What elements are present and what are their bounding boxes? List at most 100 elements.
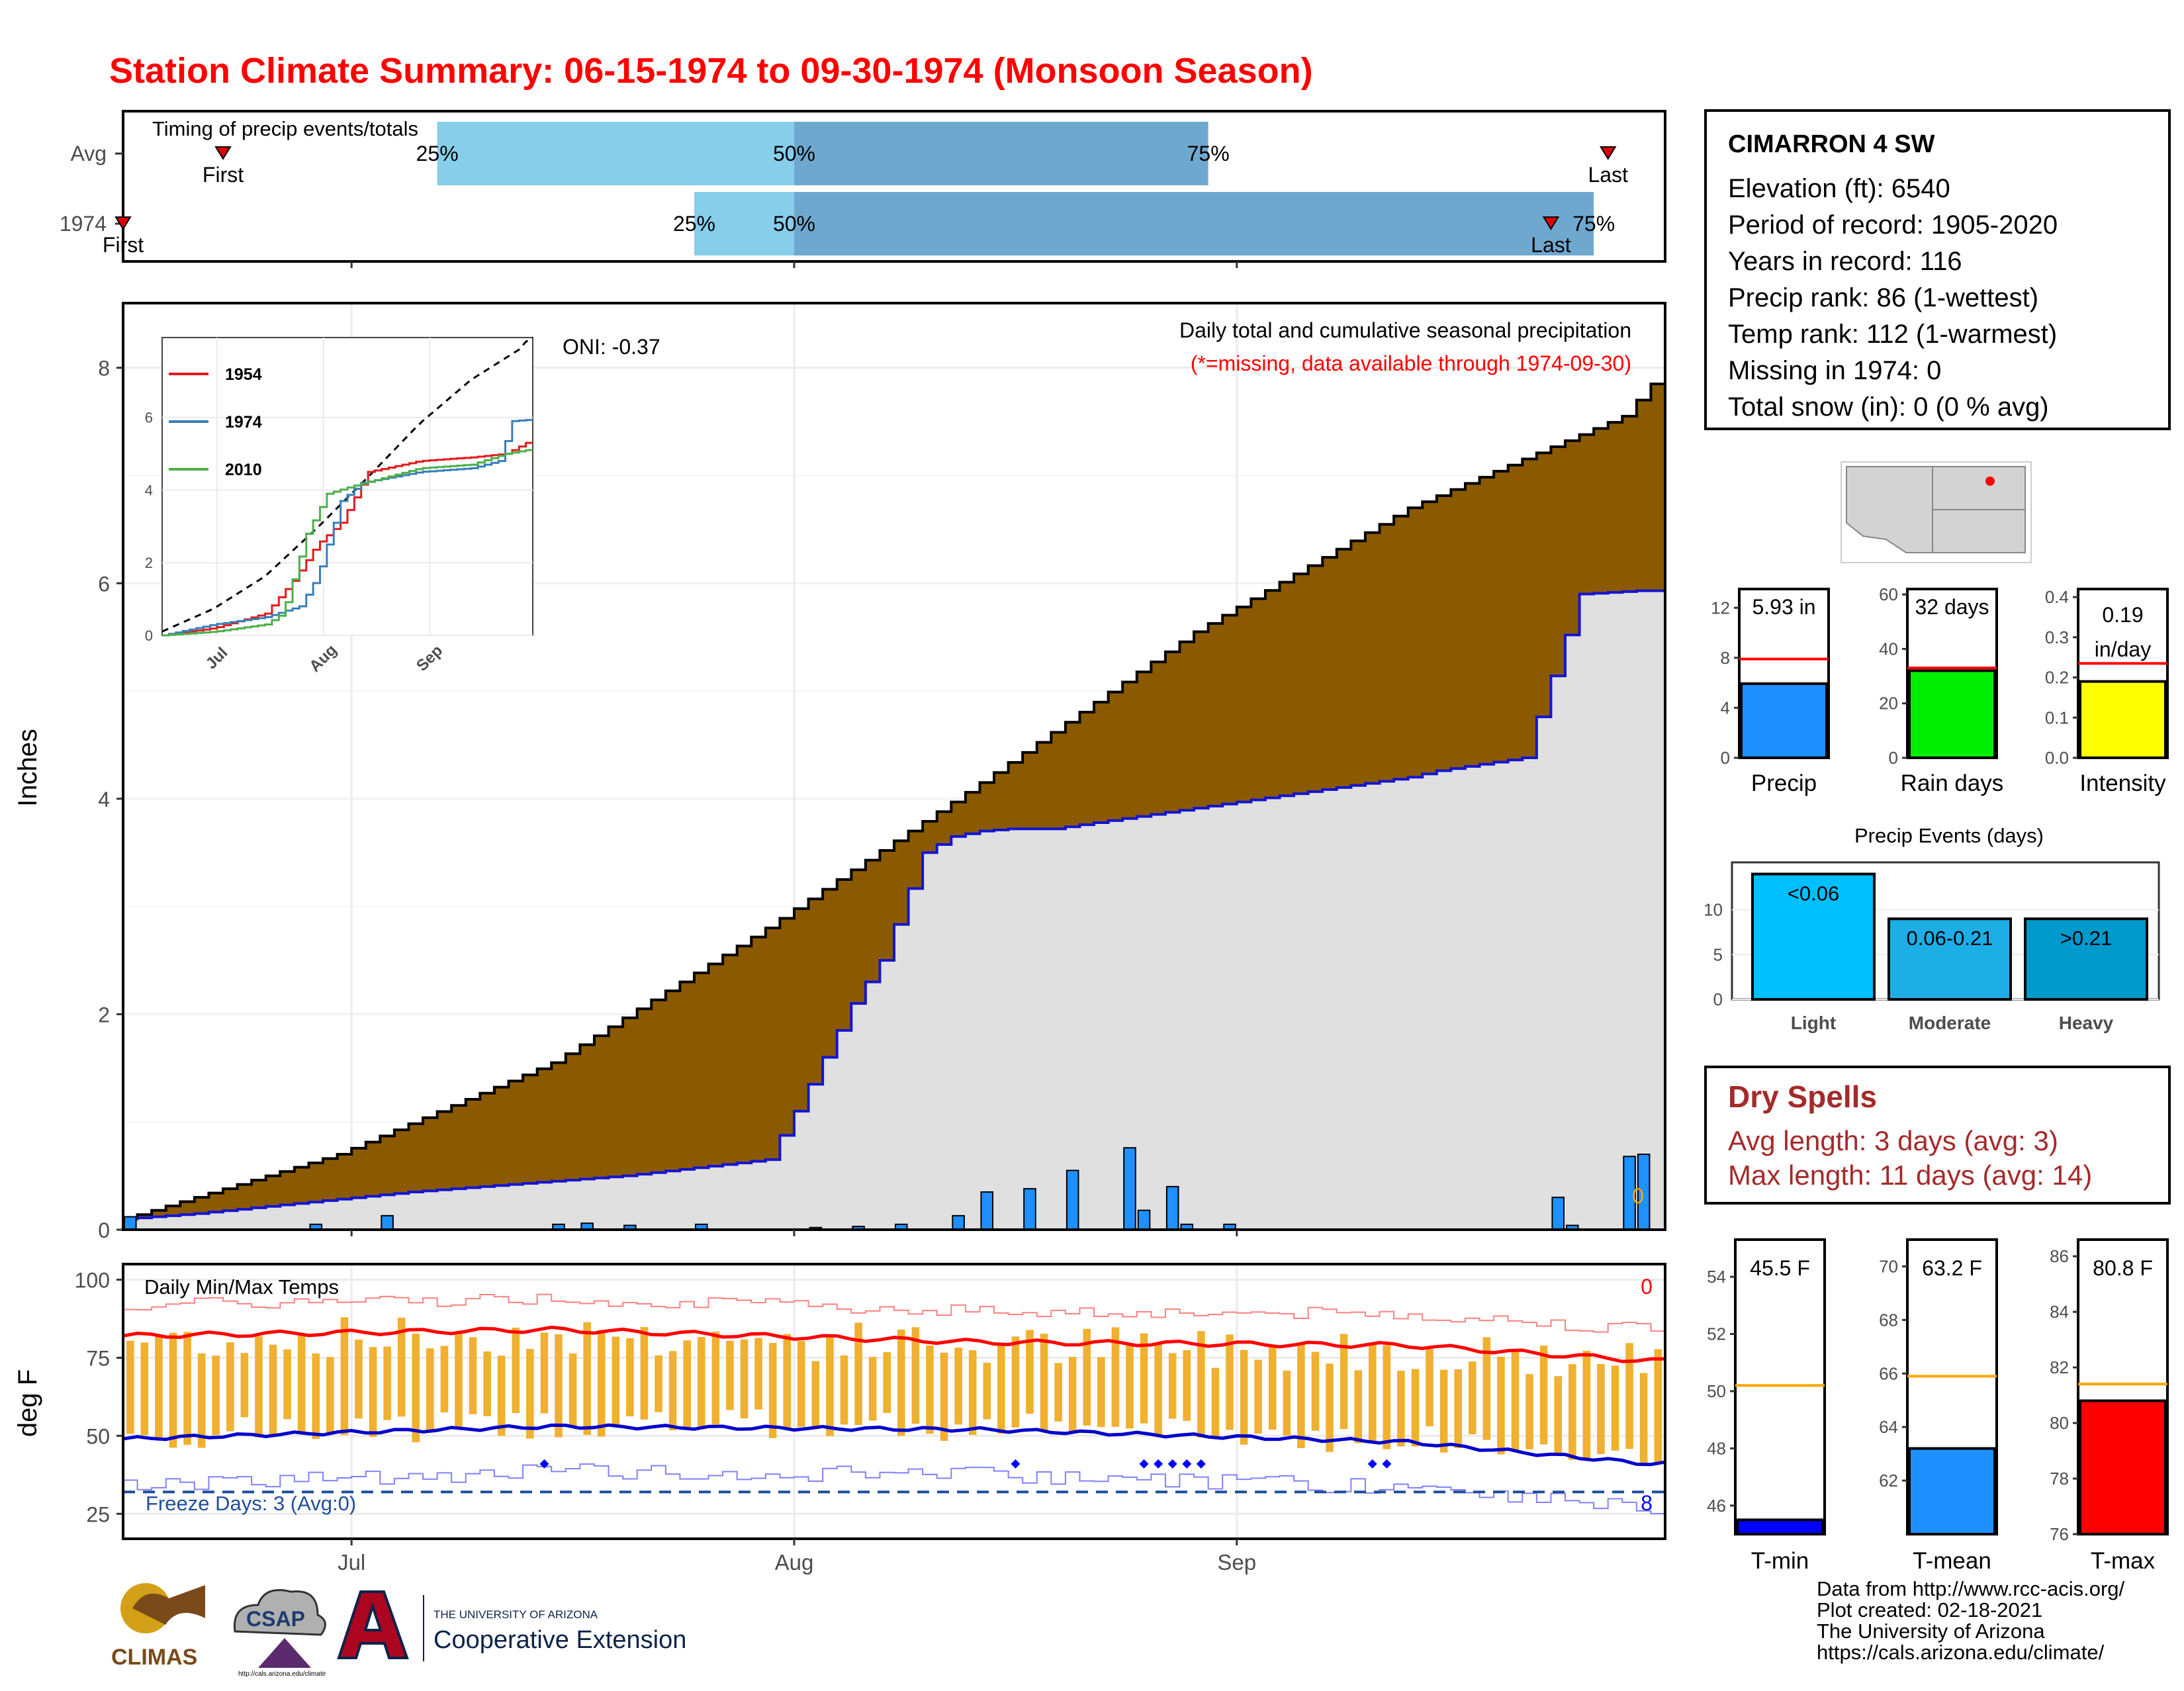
daily-temp-bar (768, 1343, 777, 1438)
daily-temp-bar (583, 1322, 591, 1435)
daily-temp-bar (1183, 1350, 1191, 1421)
freeze-days-text: Freeze Days: 3 (Avg:0) (146, 1492, 356, 1515)
summary-bar-panels: 5.93 in 0 4 8 12 Precip 32 days 0 20 40 60 Rain day… (1711, 584, 2169, 796)
event-bar (1888, 917, 2012, 1001)
mini-panel-label: Intensity (2079, 770, 2166, 796)
main-y-tick-label: 4 (98, 788, 110, 811)
daily-temp-bar (754, 1338, 762, 1410)
temp-summary-label: T-min (1751, 1548, 1809, 1574)
daily-temp-bar (1240, 1349, 1248, 1445)
last-event-label: Last (1531, 233, 1571, 257)
event-bar (1751, 872, 1876, 1001)
main-y-tick-label: 0 (98, 1218, 110, 1242)
event-bar-label: 0.06-0.21 (1907, 927, 1993, 950)
daily-temp-bar (283, 1349, 291, 1420)
daily-temp-bar (911, 1327, 920, 1424)
temp-panel-frame (122, 1263, 1666, 1540)
main-panel-frame (122, 302, 1666, 1231)
daily-temp-bar (1468, 1361, 1477, 1434)
station-period: Period of record: 1905-2020 (1728, 210, 2058, 240)
mini-y-tick-label: 20 (1879, 694, 1898, 713)
daily-temp-bar (1111, 1327, 1120, 1427)
daily-temp-bar (797, 1341, 805, 1427)
daily-temp-bar (1026, 1330, 1034, 1414)
daily-precip-bar (1123, 1147, 1136, 1230)
daily-temp-bar (968, 1350, 977, 1436)
daily-temp-bar (1582, 1351, 1591, 1460)
daily-temp-bar (183, 1332, 191, 1445)
x-axis-tick-label: Sep (1217, 1550, 1256, 1575)
daily-temp-bar (1426, 1349, 1433, 1427)
precip-events-chart: Precip Events (days) <0.06 Light 0.06-0.21 M… (1704, 824, 2160, 1033)
observed-cumulative-area (123, 590, 1665, 1230)
temp-summary-value: 80.8 F (2093, 1256, 2153, 1280)
daily-temp-bar (155, 1336, 163, 1438)
daily-temp-bar (697, 1337, 705, 1427)
daily-temp-bar (1054, 1363, 1062, 1422)
daily-temp-bar (1140, 1333, 1148, 1424)
inset-series-line (162, 449, 533, 637)
daily-temp-bar (711, 1331, 720, 1425)
first-event-marker (114, 216, 132, 230)
daily-temp-bar (212, 1355, 220, 1436)
daily-temp-bar (483, 1351, 491, 1416)
events-title: Precip Events (days) (1854, 824, 2044, 847)
temp-summary-tick-label: 54 (1707, 1267, 1726, 1287)
daily-temp-bar (1226, 1334, 1234, 1430)
station-snow: Total snow (in): 0 (0 % avg) (1728, 392, 2049, 422)
main-precip-chart: 0 2 4 6 8 (98, 357, 1665, 1242)
temp-summary-bar (2079, 1399, 2167, 1535)
daily-precip-bar (1137, 1209, 1151, 1230)
timing-row-label: Avg (70, 142, 107, 165)
temp-summary-tick-label: 80 (2050, 1413, 2069, 1433)
csap-mountain (258, 1638, 311, 1668)
inset-legend-label: 1974 (225, 413, 262, 432)
daily-temp-bar (1126, 1345, 1134, 1429)
dry-spells-title: Dry Spells (1728, 1079, 1877, 1114)
daily-temp-bar (726, 1340, 734, 1410)
timing-p50-label: 50% (773, 212, 815, 236)
logos-strip: CLIMAS CSAP http://cals.arizona.edu/clim… (111, 1583, 686, 1678)
temp-summary-tick-label: 82 (2050, 1357, 2069, 1377)
daily-temp-bar (1368, 1344, 1377, 1442)
missing-count: 0 (1632, 1184, 1644, 1208)
shared-x-axis: Jul Aug Sep (338, 261, 1256, 1575)
timing-label: Timing of precip events/totals (152, 117, 418, 140)
temp-summary-tick-label: 78 (2050, 1469, 2069, 1488)
temperature-chart: 25 50 75 100 (75, 1264, 1666, 1539)
daily-temp-bar (1511, 1351, 1520, 1450)
daily-temp-bar (540, 1332, 549, 1414)
temp-summary-value: 63.2 F (1922, 1256, 1982, 1280)
daily-temp-bar (1168, 1353, 1177, 1419)
daily-temp-bar (840, 1355, 848, 1425)
dry-spells-avg: Avg length: 3 days (avg: 3) (1728, 1125, 2058, 1156)
main-y-axis-label: Inches (13, 729, 42, 807)
daily-temp-bar (312, 1353, 320, 1440)
daily-temp-bar (1297, 1344, 1305, 1448)
inset-legend-label: 1954 (225, 365, 262, 384)
events-y-tick-label: 5 (1713, 944, 1723, 964)
daily-temp-bar (1383, 1345, 1391, 1449)
event-bar-label: >0.21 (2060, 927, 2112, 950)
daily-temp-bar (683, 1340, 691, 1428)
daily-temp-bar (1497, 1356, 1505, 1455)
last-event-marker (1599, 146, 1617, 160)
mini-value-bar (1740, 682, 1828, 759)
daily-temp-bar (1011, 1336, 1020, 1428)
daily-temp-bar (640, 1327, 649, 1420)
first-event-label: First (203, 163, 244, 187)
avg-min-temp-line (122, 1423, 1666, 1467)
temp-y-tick-label: 25 (86, 1502, 110, 1526)
daily-temp-bar (569, 1353, 577, 1428)
temp-summary-label: T-max (2091, 1548, 2156, 1574)
footer-data-source: Data from http://www.rcc-acis.org/ (1817, 1577, 2125, 1600)
x-axis-tick-label: Aug (775, 1550, 814, 1575)
mini-value-label: 0.19 (2102, 603, 2143, 627)
daily-precip-bar (1066, 1169, 1079, 1230)
daily-temp-bar (1040, 1334, 1048, 1431)
timing-bar-q25-q50 (694, 192, 794, 255)
mini-y-tick-label: 12 (1711, 598, 1730, 617)
temp-summary-tick-label: 64 (1879, 1417, 1898, 1437)
timing-p50-label: 50% (773, 142, 815, 165)
